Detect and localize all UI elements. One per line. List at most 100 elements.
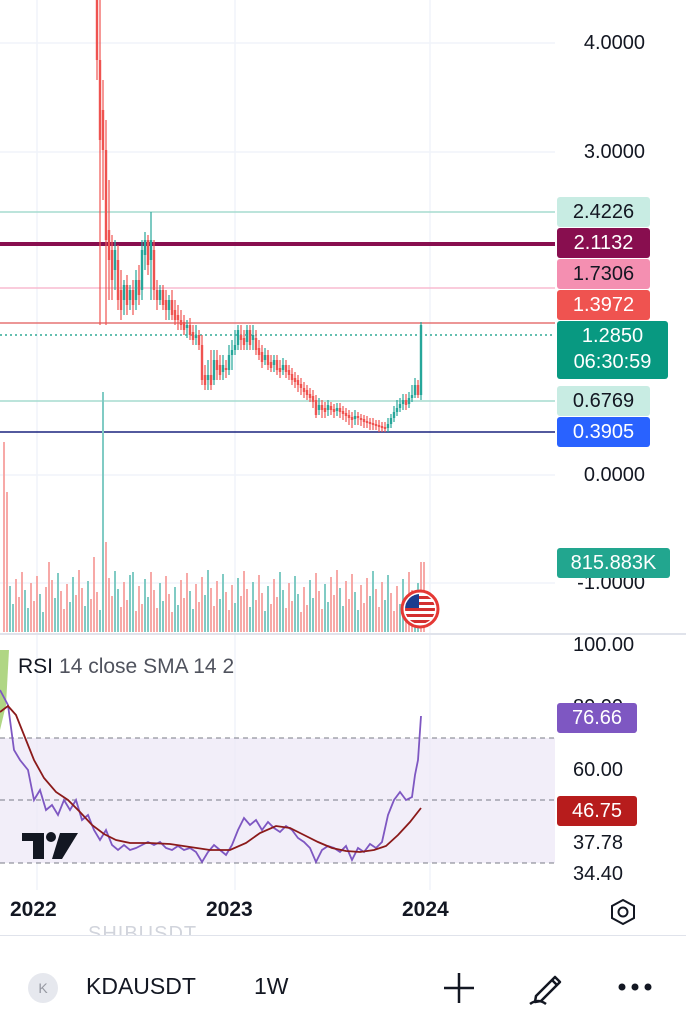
symbol-badge[interactable]: K — [28, 973, 58, 1003]
volume-bar — [81, 588, 83, 632]
volume-bar — [21, 572, 23, 632]
more-horizontal-icon[interactable] — [616, 980, 656, 994]
volume-bar — [123, 582, 125, 632]
candle-body — [95, 0, 99, 60]
candle-body — [365, 421, 369, 423]
volume-bar — [324, 584, 326, 632]
time-axis-label: 2023 — [206, 898, 253, 921]
volume-bar — [177, 605, 179, 632]
candle-body — [341, 411, 345, 414]
price-level-tag[interactable]: 1.7306 — [557, 259, 650, 289]
candle-body — [275, 360, 279, 370]
pen-icon[interactable] — [526, 966, 568, 1008]
volume-bar — [54, 598, 56, 632]
volume-bar — [24, 590, 26, 632]
time-axis-label: 2022 — [10, 898, 57, 921]
candle-body — [323, 408, 327, 412]
price-level-tag[interactable]: 0.3905 — [557, 417, 650, 447]
volume-bar — [303, 587, 305, 632]
candle-body — [146, 240, 150, 265]
us-flag-icon[interactable] — [400, 589, 440, 629]
candle-body — [350, 417, 354, 420]
volume-bar — [258, 575, 260, 632]
volume-bar — [93, 557, 95, 632]
candle-body — [110, 250, 114, 280]
volume-bar — [300, 612, 302, 632]
candle-body — [173, 310, 177, 320]
candle-body — [185, 325, 189, 328]
volume-bar — [357, 610, 359, 632]
volume-bar — [366, 578, 368, 632]
volume-bar — [315, 573, 317, 632]
candle-body — [281, 365, 285, 370]
rsi-axis-label: 100.00 — [573, 634, 635, 656]
rsi-overbought-fill — [0, 650, 9, 730]
candle-body — [374, 424, 378, 426]
volume-bar — [165, 576, 167, 632]
candle-body — [260, 352, 264, 362]
candle-body — [410, 395, 414, 398]
candle-body — [335, 408, 339, 411]
candle-body — [269, 362, 273, 368]
volume-bar — [390, 593, 392, 632]
volume-bar — [30, 583, 32, 632]
candle-body — [404, 400, 408, 405]
last-price-tag[interactable]: 1.2850 06:30:59 — [557, 321, 668, 379]
candle-body — [344, 413, 348, 416]
hexagon-gear-icon[interactable] — [608, 897, 638, 927]
price-level-tag[interactable]: 2.4226 — [557, 197, 650, 227]
volume-bar — [285, 608, 287, 632]
volume-bar — [96, 592, 98, 632]
volume-bar — [174, 587, 176, 632]
volume-bar — [63, 609, 65, 632]
volume-bar — [201, 577, 203, 632]
symbol-button[interactable]: KDAUSDT — [86, 973, 196, 999]
volume-bar — [276, 597, 278, 632]
price-level-tag[interactable]: 1.3972 — [557, 290, 650, 320]
candle-body — [416, 385, 420, 395]
volume-bar — [363, 603, 365, 632]
candle-body — [242, 338, 246, 345]
volume-bar — [180, 580, 182, 632]
pane-separator[interactable] — [0, 633, 686, 635]
candle-body — [203, 375, 207, 385]
candle-body — [248, 330, 252, 345]
candle-body — [215, 360, 219, 370]
volume-bar — [375, 589, 377, 632]
volume-bar — [321, 609, 323, 632]
volume-bar — [135, 611, 137, 632]
volume-bar — [9, 586, 11, 632]
candle-body — [419, 325, 423, 395]
candle-body — [158, 290, 162, 300]
volume-bar — [18, 597, 20, 632]
candle-body — [161, 290, 165, 305]
rsi-legend-name: RSI — [18, 655, 54, 678]
plus-icon[interactable] — [442, 971, 476, 1005]
rsi-axis-label: 37.78 — [573, 832, 624, 854]
volume-tag[interactable]: 815.883K — [557, 548, 670, 578]
candle-body — [377, 425, 381, 427]
price-level-tag[interactable]: 0.6769 — [557, 386, 650, 416]
rsi-value-tag[interactable]: 76.66 — [557, 703, 637, 733]
volume-bar — [78, 570, 80, 632]
interval-button[interactable]: 1W — [254, 973, 289, 999]
rsi-legend[interactable]: RSI 14 close SMA 14 2 — [18, 655, 234, 679]
volume-bar — [246, 589, 248, 632]
volume-bar — [237, 578, 239, 632]
candle-body — [398, 404, 402, 408]
volume-bar — [222, 574, 224, 632]
volume-bar — [126, 600, 128, 632]
rsi-line — [0, 689, 422, 865]
volume-bar — [339, 588, 341, 632]
candle-body — [107, 230, 111, 260]
volume-bar — [348, 599, 350, 632]
candle-body — [353, 416, 357, 419]
volume-bar — [336, 570, 338, 632]
volume-bar — [102, 392, 104, 632]
price-level-tag[interactable]: 2.1132 — [557, 228, 650, 258]
rsi-sma-tag[interactable]: 46.75 — [557, 796, 637, 826]
volume-bar — [294, 576, 296, 632]
candle-body — [329, 406, 333, 410]
candle-body — [197, 335, 201, 345]
